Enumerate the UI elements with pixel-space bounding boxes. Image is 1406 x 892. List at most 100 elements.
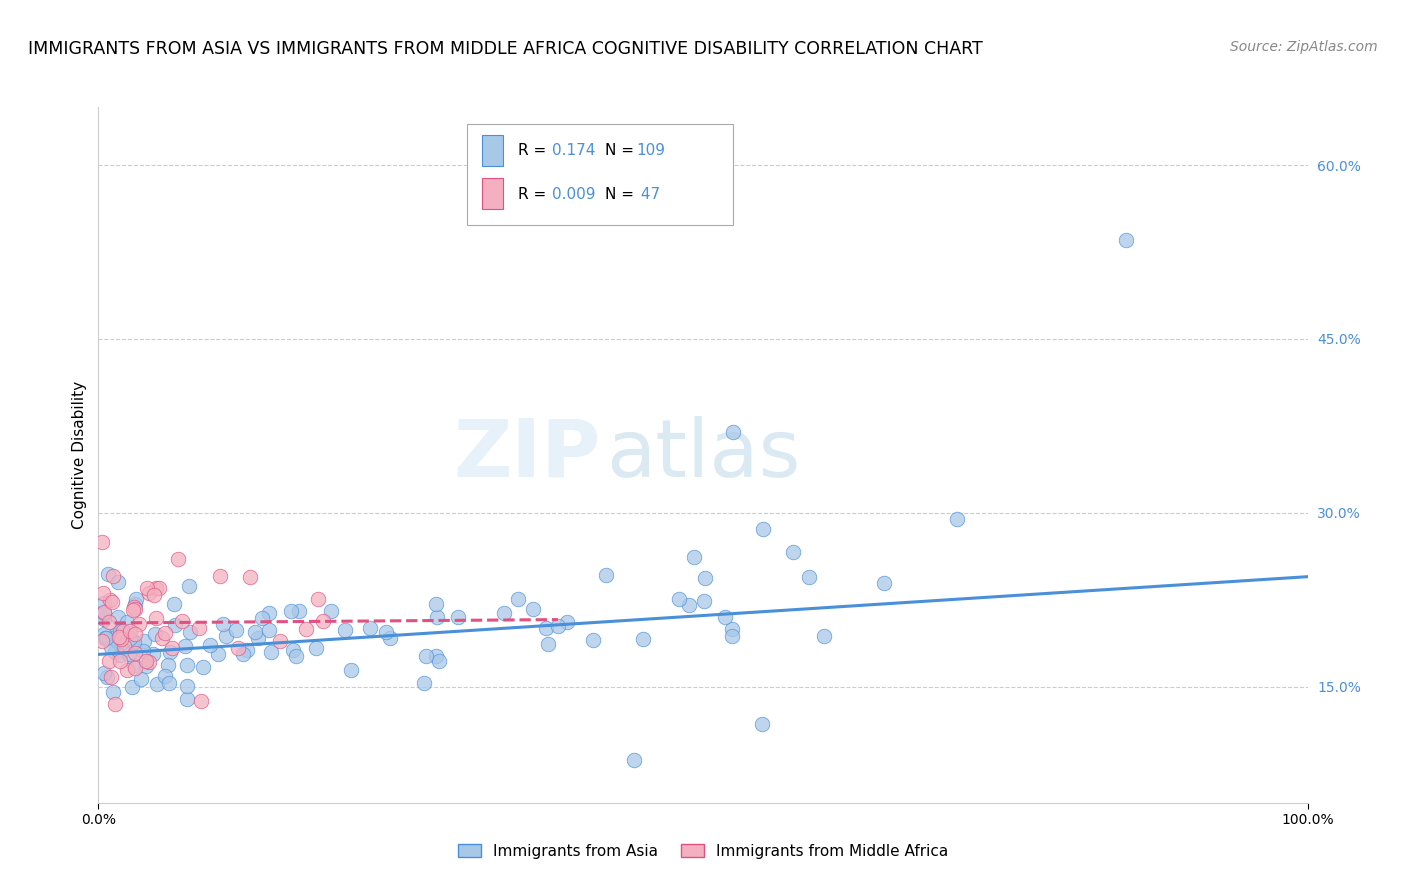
- Point: [295, 622, 318, 636]
- Point: [98, 592, 121, 607]
- Point: [170, 614, 193, 628]
- Point: [260, 645, 283, 659]
- Point: [225, 624, 247, 638]
- Point: [163, 597, 186, 611]
- Point: [124, 602, 146, 616]
- Point: [94, 632, 117, 646]
- Point: [752, 522, 775, 536]
- Text: Source: ZipAtlas.com: Source: ZipAtlas.com: [1230, 40, 1378, 54]
- Point: [415, 648, 437, 663]
- Point: [101, 568, 124, 582]
- Point: [633, 632, 655, 646]
- Point: [257, 623, 280, 637]
- Point: [269, 634, 291, 648]
- Point: [167, 552, 190, 566]
- Point: [108, 648, 131, 662]
- Point: [105, 633, 128, 648]
- Text: ZIP: ZIP: [453, 416, 600, 494]
- Point: [104, 645, 127, 659]
- Point: [555, 615, 578, 629]
- FancyBboxPatch shape: [482, 178, 503, 210]
- Y-axis label: Cognitive Disability: Cognitive Disability: [72, 381, 87, 529]
- Point: [124, 597, 146, 611]
- Point: [97, 654, 120, 668]
- Point: [375, 624, 398, 639]
- Legend: Immigrants from Asia, Immigrants from Middle Africa: Immigrants from Asia, Immigrants from Mi…: [451, 838, 955, 864]
- Point: [682, 549, 704, 564]
- Point: [108, 630, 131, 644]
- Point: [721, 425, 744, 439]
- Point: [1115, 233, 1137, 247]
- Point: [668, 591, 690, 606]
- Point: [506, 592, 529, 607]
- Point: [108, 624, 131, 639]
- Point: [97, 615, 120, 630]
- Point: [751, 717, 773, 731]
- Point: [93, 612, 115, 626]
- Point: [232, 648, 254, 662]
- Point: [110, 623, 132, 637]
- Point: [135, 659, 157, 673]
- Point: [534, 621, 557, 635]
- Text: R =: R =: [517, 144, 551, 159]
- Point: [138, 655, 160, 669]
- Point: [236, 643, 259, 657]
- Point: [91, 585, 114, 599]
- Point: [547, 619, 569, 633]
- Point: [145, 611, 167, 625]
- Point: [148, 581, 170, 595]
- Point: [93, 627, 115, 641]
- Point: [97, 567, 120, 582]
- Point: [581, 632, 603, 647]
- Point: [946, 511, 969, 525]
- Point: [100, 670, 122, 684]
- Point: [107, 610, 129, 624]
- Point: [425, 597, 447, 611]
- Point: [93, 606, 115, 620]
- Point: [190, 694, 212, 708]
- Point: [120, 631, 142, 645]
- Text: atlas: atlas: [606, 416, 800, 494]
- Point: [132, 634, 155, 648]
- Point: [163, 617, 186, 632]
- Point: [678, 598, 700, 612]
- Point: [359, 621, 381, 635]
- Text: N =: N =: [605, 186, 634, 202]
- Point: [124, 646, 146, 660]
- Point: [179, 625, 201, 640]
- Point: [124, 627, 146, 641]
- Point: [813, 629, 835, 643]
- Point: [207, 647, 229, 661]
- Point: [131, 643, 153, 657]
- Point: [122, 603, 145, 617]
- Point: [96, 669, 118, 683]
- Point: [101, 595, 124, 609]
- Point: [187, 621, 209, 635]
- Text: 47: 47: [637, 186, 661, 202]
- Point: [311, 614, 333, 628]
- Point: [110, 632, 132, 646]
- Point: [281, 643, 304, 657]
- Point: [239, 570, 262, 584]
- Point: [159, 675, 181, 690]
- Point: [104, 628, 127, 642]
- Text: 0.174: 0.174: [553, 144, 595, 159]
- Point: [537, 637, 560, 651]
- Point: [378, 631, 401, 645]
- Point: [319, 604, 342, 618]
- Point: [107, 574, 129, 589]
- Point: [100, 640, 122, 654]
- Point: [257, 606, 280, 620]
- Point: [873, 575, 896, 590]
- FancyBboxPatch shape: [467, 124, 734, 226]
- Point: [94, 632, 117, 646]
- Point: [122, 657, 145, 672]
- Point: [426, 610, 449, 624]
- Point: [121, 637, 143, 651]
- Point: [193, 659, 215, 673]
- Point: [111, 624, 134, 638]
- Point: [150, 632, 173, 646]
- Point: [693, 571, 716, 585]
- Point: [413, 676, 436, 690]
- Point: [714, 610, 737, 624]
